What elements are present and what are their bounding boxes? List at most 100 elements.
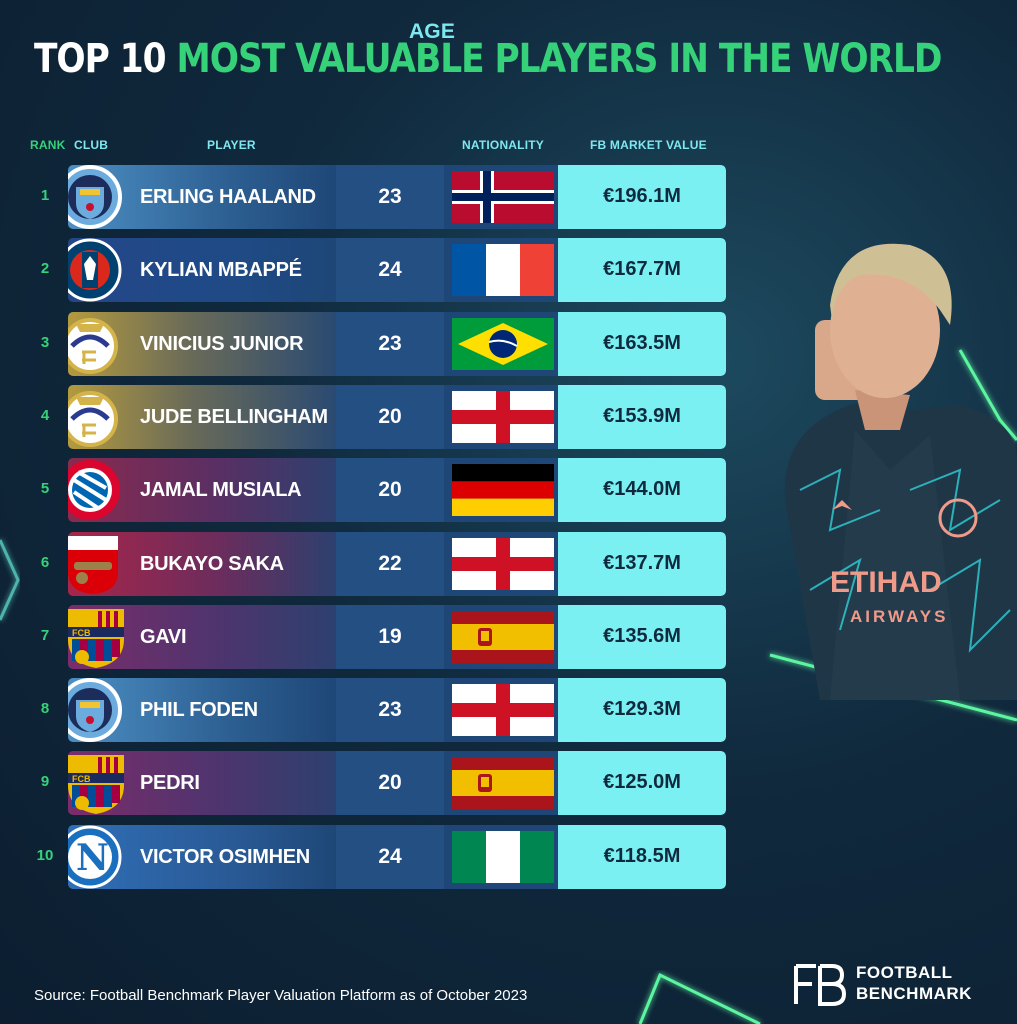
value-cell — [558, 824, 726, 889]
page-title: TOP 10 MOST VALUABLE PLAYERS IN THE WORL… — [34, 36, 943, 82]
table-row: 8 PHIL FODEN 23 €129.3M — [0, 678, 740, 743]
flag-icon — [452, 464, 554, 517]
age-cell — [336, 678, 444, 743]
player-name: JAMAL MUSIALA — [140, 479, 302, 502]
brand-name: FOOTBALL BENCHMARK — [856, 962, 972, 1004]
club-crest-icon — [68, 312, 128, 376]
title-part2: MOST VALUABLE PLAYERS IN THE WORLD — [176, 36, 943, 82]
player-name: KYLIAN MBAPPÉ — [140, 259, 302, 282]
rank-number: 1 — [40, 187, 50, 204]
market-value: €118.5M — [603, 844, 681, 867]
row-bar: BUKAYO SAKA 22 €137.7M — [68, 531, 726, 596]
fb-logo-icon — [794, 964, 847, 1006]
title-part1: TOP 10 — [34, 36, 167, 82]
age-cell — [336, 458, 444, 523]
flag-icon — [452, 317, 554, 370]
brand-line1: FOOTBALL — [856, 963, 953, 982]
player-age: 20 — [378, 478, 402, 502]
player-name: ERLING HAALAND — [140, 186, 316, 208]
player-name: VICTOR OSIMHEN — [140, 845, 310, 868]
value-cell — [558, 311, 726, 376]
table-row: 9 FCB PEDRI 20 €125.0M — [0, 751, 740, 816]
svg-text:FCB: FCB — [72, 628, 91, 638]
header-nationality: NATIONALITY — [462, 138, 544, 152]
table-row: 2 KYLIAN MBAPPÉ 24 €167.7M — [0, 238, 740, 303]
player-name: VINICIUS JUNIOR — [140, 332, 304, 355]
age-cell — [336, 165, 444, 229]
age-cell — [336, 384, 444, 449]
rank-number: 9 — [40, 773, 50, 791]
market-value: €129.3M — [603, 698, 681, 721]
flag-icon — [452, 171, 554, 223]
row-bar: JAMAL MUSIALA 20 €144.0M — [68, 458, 726, 523]
player-name: JUDE BELLINGHAM — [140, 405, 328, 428]
row-bar: FCB GAVI 19 €135.6M — [68, 604, 726, 669]
value-cell — [558, 678, 726, 743]
club-crest-icon: FCB — [68, 751, 128, 815]
row-bar: N VICTOR OSIMHEN 24 €118.5M — [68, 824, 726, 889]
player-age: 19 — [378, 624, 402, 648]
rank-number: 8 — [40, 700, 50, 718]
rank-number: 10 — [36, 846, 54, 864]
value-cell — [558, 531, 726, 596]
rank-number: 7 — [40, 626, 50, 644]
header-age: AGE — [408, 20, 456, 43]
header-club: CLUB — [74, 138, 109, 152]
row-bar: KYLIAN MBAPPÉ 24 €167.7M — [68, 238, 726, 303]
market-value: €144.0M — [603, 478, 681, 501]
value-cell — [558, 165, 726, 229]
row-bar: JUDE BELLINGHAM 20 €153.9M — [68, 384, 726, 449]
player-age: 23 — [378, 331, 402, 355]
svg-text:FCB: FCB — [72, 774, 91, 784]
brand-line2: BENCHMARK — [856, 984, 972, 1003]
player-name: PHIL FODEN — [140, 699, 258, 722]
value-cell — [558, 238, 726, 303]
market-value: €167.7M — [603, 258, 681, 281]
player-name: GAVI — [140, 625, 187, 648]
flag-icon — [452, 537, 554, 590]
club-crest-icon: FCB — [68, 605, 128, 669]
player-name: BUKAYO SAKA — [140, 552, 284, 575]
player-name: PEDRI — [140, 772, 200, 795]
source-note: Source: Football Benchmark Player Valuat… — [34, 987, 528, 1004]
svg-text:AIRWAYS: AIRWAYS — [850, 607, 948, 626]
player-age: 23 — [378, 185, 402, 208]
table-row: 6 BUKAYO SAKA 22 €137.7M — [0, 531, 740, 596]
club-crest-icon — [68, 385, 128, 449]
rank-number: 6 — [40, 553, 50, 571]
player-age: 24 — [378, 844, 402, 868]
market-value: €125.0M — [603, 771, 681, 794]
market-value: €137.7M — [603, 551, 681, 574]
flag-icon — [452, 684, 554, 737]
svg-text:ETIHAD: ETIHAD — [830, 566, 942, 599]
rank-number: 5 — [40, 480, 50, 498]
age-cell — [336, 238, 444, 303]
table-row: 1 ERLING HAALAND 23 €196.1M — [0, 165, 740, 229]
table-row: 3 VINICIUS JUNIOR 23 €163.5M — [0, 311, 740, 376]
value-cell — [558, 604, 726, 669]
svg-text:N: N — [76, 837, 109, 879]
row-bar: ERLING HAALAND 23 €196.1M — [68, 165, 726, 229]
age-cell — [336, 604, 444, 669]
flag-icon — [452, 830, 554, 883]
age-cell — [336, 531, 444, 596]
club-crest-icon — [68, 458, 128, 522]
market-value: €153.9M — [603, 404, 681, 427]
value-cell — [558, 384, 726, 449]
header-player: PLAYER — [207, 138, 256, 152]
flag-icon — [452, 610, 554, 663]
row-bar: VINICIUS JUNIOR 23 €163.5M — [68, 311, 726, 376]
rank-number: 2 — [40, 260, 50, 278]
club-crest-icon — [68, 165, 128, 229]
flag-icon — [452, 757, 554, 810]
player-age: 22 — [378, 551, 402, 575]
flag-icon — [452, 244, 554, 297]
row-bar: FCB PEDRI 20 €125.0M — [68, 751, 726, 816]
table-row: 4 JUDE BELLINGHAM 20 €153.9M — [0, 384, 740, 449]
table-row: 10 N VICTOR OSIMHEN 24 €118.5M — [0, 824, 740, 889]
header-market-value: FB MARKET VALUE — [590, 138, 707, 152]
table-row: 5 JAMAL MUSIALA 20 €144.0M — [0, 458, 740, 523]
table-row: 7 FCB GAVI 19 €135.6M — [0, 604, 740, 669]
club-crest-icon: N — [68, 825, 128, 889]
age-cell — [336, 311, 444, 376]
